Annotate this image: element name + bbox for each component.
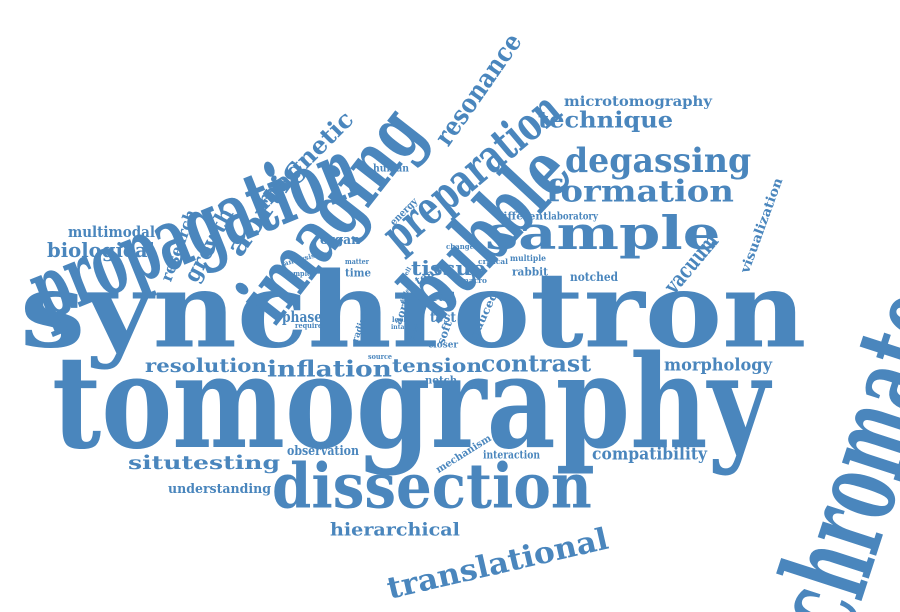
word-laboratory: laboratory bbox=[548, 210, 598, 222]
word-matter: matter bbox=[345, 257, 370, 266]
word-closer: closer bbox=[428, 339, 459, 350]
word-understanding: understanding bbox=[168, 480, 272, 497]
word-tomography: tomography bbox=[52, 326, 770, 478]
word-test: test bbox=[430, 308, 457, 326]
word-tissue: tissue bbox=[411, 256, 487, 280]
word-human: human bbox=[373, 162, 409, 174]
word-sample: sample bbox=[485, 205, 721, 261]
word-dissection: dissection bbox=[272, 449, 592, 523]
word-intact: intact bbox=[391, 323, 411, 331]
word-multimodal: multimodal bbox=[68, 222, 155, 241]
word-critical: critical bbox=[478, 257, 509, 266]
word-ray: ray bbox=[432, 288, 454, 305]
word-different: different bbox=[496, 210, 548, 222]
word-rabbit: rabbit bbox=[512, 265, 548, 278]
word-microtomography: microtomography bbox=[564, 92, 712, 110]
word-formation: formation bbox=[546, 173, 734, 209]
word-time: time bbox=[345, 266, 371, 279]
word-notched: notched bbox=[570, 269, 618, 285]
word-degassing: degassing bbox=[565, 139, 752, 181]
word-look: look bbox=[392, 315, 408, 324]
word-compatibility: compatibility bbox=[592, 443, 708, 464]
word-technique: technique bbox=[538, 107, 674, 133]
word-notch: notch bbox=[425, 374, 458, 386]
word-complex: complex bbox=[285, 269, 315, 278]
word-organ: organ bbox=[320, 231, 360, 248]
word-synchrotron: synchrotron bbox=[20, 248, 807, 372]
word-hierarchical: hierarchical bbox=[330, 518, 460, 540]
word-contrast: contrast bbox=[481, 349, 592, 378]
word-tension: tension bbox=[392, 354, 483, 377]
word-macro: macro bbox=[461, 276, 487, 285]
word-require: require bbox=[295, 321, 323, 330]
word-phase: phase bbox=[282, 307, 323, 326]
word-inflation: inflation bbox=[267, 356, 392, 382]
word-situtesting: situtesting bbox=[128, 451, 281, 474]
word-interaction: interaction bbox=[483, 448, 541, 461]
word-multiple: multiple bbox=[510, 253, 547, 263]
word-change: change bbox=[446, 242, 474, 251]
word-resolution: resolution bbox=[145, 354, 267, 377]
word-observation: observation bbox=[287, 442, 359, 459]
word-morphology: morphology bbox=[664, 354, 773, 375]
word-source: source bbox=[368, 352, 392, 361]
word-biological: biological bbox=[47, 238, 155, 262]
